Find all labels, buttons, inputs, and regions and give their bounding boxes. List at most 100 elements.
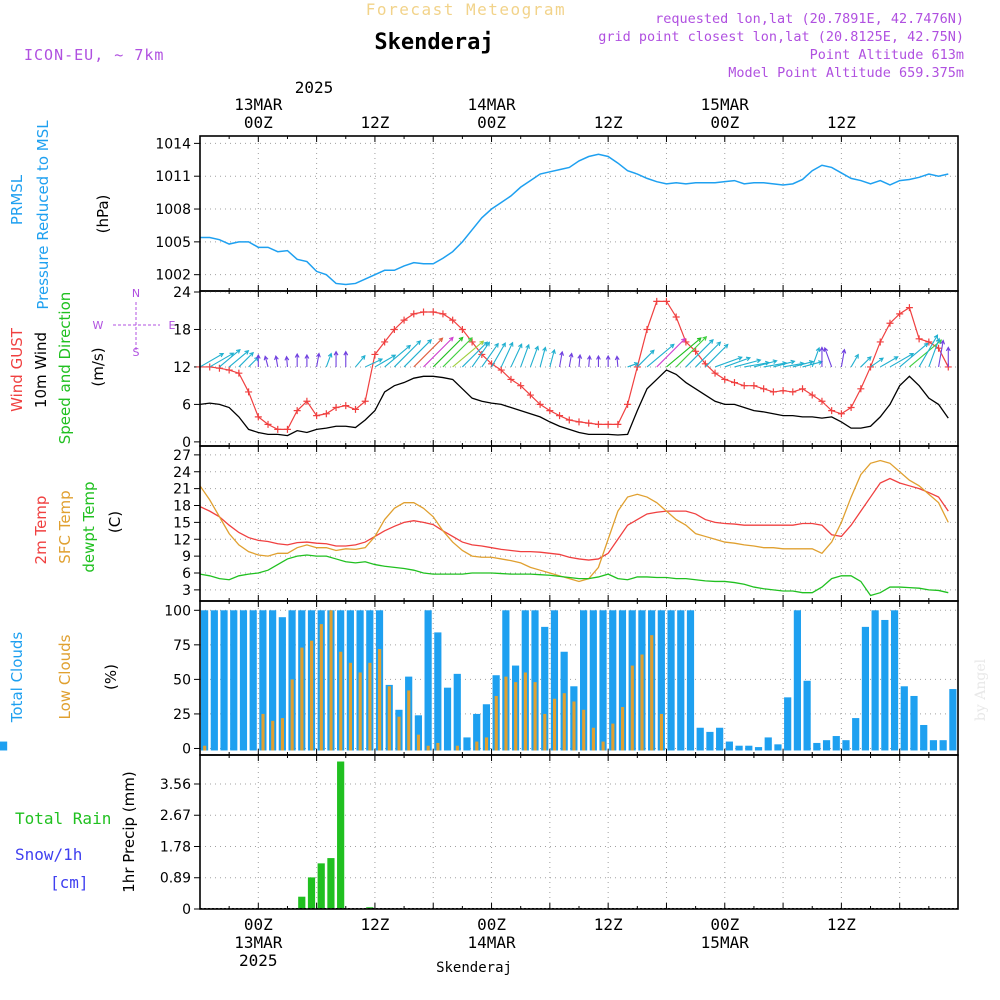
y-tick-label: 1008 (155, 202, 191, 218)
wind-gust-point (332, 404, 340, 412)
wind-gust-point (701, 360, 709, 368)
wind-gust-point (672, 313, 680, 321)
low-clouds-bar (319, 624, 323, 751)
wind-gust-point (585, 419, 593, 427)
wind-gust-point (779, 387, 787, 395)
wind-gust-point (847, 404, 855, 412)
wind-gust-point (351, 405, 359, 413)
wind-gust-point (235, 369, 243, 377)
wind-direction-arrow (811, 346, 821, 368)
bottom-time-label: 00Z (244, 915, 273, 934)
wind-gust-point (303, 397, 311, 405)
wind-gust-point (429, 308, 437, 316)
wind-dir-title: Speed and Direction (56, 292, 74, 445)
wind-speed-line (199, 369, 949, 437)
top-year: 2025 (295, 78, 334, 97)
wind-gust-point (215, 364, 223, 372)
total-clouds-bar (890, 610, 899, 751)
wind-gust-point (662, 297, 670, 305)
top-time-label: 14MAR (467, 95, 516, 114)
wind-direction-arrow (823, 346, 833, 368)
wind-direction-arrow (656, 337, 686, 368)
low-clouds-bar (572, 701, 576, 751)
wind-gust-point (653, 297, 661, 305)
total-clouds-bar (696, 727, 704, 751)
precip-legend-line: Total Rain (15, 809, 111, 828)
wind-gust-point (536, 400, 544, 408)
wind-gust-point (420, 308, 428, 316)
wind-direction-arrow (870, 357, 884, 368)
low-clouds-bar (290, 679, 294, 751)
low-clouds-bar (552, 698, 557, 751)
wind-direction-arrow (840, 348, 847, 368)
total-clouds-bar (667, 610, 675, 751)
y-tick-label: 18 (173, 499, 191, 515)
low-clouds-bar (582, 709, 586, 751)
low-clouds-bar (271, 720, 275, 751)
wind-direction-arrow (374, 354, 397, 368)
wind-gust-point (245, 388, 253, 396)
total-clouds-bar (803, 680, 811, 751)
wind-gust-point (361, 397, 369, 405)
y-tick-label: 50 (173, 672, 191, 688)
wind-direction-arrow (685, 339, 714, 368)
low-clouds-bar (261, 713, 265, 751)
wind-direction-arrow (938, 339, 946, 368)
wind-direction-arrow (675, 335, 708, 368)
top-time-label: 12Z (360, 113, 389, 132)
wind-direction-arrow (773, 359, 796, 368)
wind-gust-point (867, 363, 875, 371)
total-clouds-bar (677, 610, 685, 751)
wind-direction-arrow (559, 350, 565, 368)
wind-direction-arrow (294, 352, 300, 367)
wind-gust-point (740, 382, 748, 390)
y-tick-label: 25 (173, 707, 191, 723)
top-time-label: 00Z (710, 113, 739, 132)
low-clouds-bar (562, 693, 566, 751)
wind-direction-arrow (577, 353, 583, 367)
total-clouds-bar (434, 632, 442, 751)
total-clouds-bar (793, 610, 801, 751)
total-clouds-bar (920, 724, 928, 751)
y-tick-label: 18 (173, 322, 191, 338)
low-clouds-bar (601, 741, 605, 751)
total-clouds-bar (230, 610, 238, 751)
wind-unit: (m/s) (89, 347, 107, 386)
wind-gust-point (410, 310, 418, 318)
wind-gust-point (857, 385, 865, 393)
y-tick-label: 1.78 (160, 839, 191, 855)
wind-gust-point (594, 420, 602, 428)
wind-gust-point (507, 375, 515, 383)
y-tick-label: 2.67 (160, 808, 191, 824)
temp-unit: (C) (106, 511, 124, 533)
wind-direction-arrow (325, 352, 333, 368)
wind-gust-point (517, 382, 525, 390)
wind-direction-arrow (792, 360, 815, 368)
low-clouds-bar (630, 665, 634, 751)
dewpt-title: dewpt Temp (80, 481, 98, 572)
wind-gust-point (828, 407, 836, 415)
bottom-time-label: 15MAR (701, 933, 750, 952)
wind-direction-arrow (586, 354, 592, 367)
total-clouds-bar (871, 610, 879, 751)
low-clouds-bar (494, 695, 498, 751)
wind-gust-point (565, 416, 573, 424)
wind-direction-arrow (343, 350, 349, 367)
pressure-title-short: PRMSL (8, 174, 26, 225)
y-tick-label: 0 (182, 435, 191, 451)
bottom-time-label: 12Z (594, 915, 623, 934)
rain-bar (307, 877, 316, 909)
wind-direction-arrow (461, 341, 488, 368)
total-clouds-bar (239, 610, 248, 751)
top-time-label: 00Z (477, 113, 506, 132)
wind-direction-arrow (393, 340, 422, 368)
low-clouds-bar (484, 737, 489, 751)
low-clouds-bar (426, 745, 430, 751)
wind-direction-arrow (724, 356, 752, 368)
wind-direction-arrow (304, 353, 310, 367)
meteogram-panels: 1002100510081011101406121824369121518212… (0, 135, 959, 918)
wind-direction-arrow (274, 355, 279, 368)
wind-direction-arrow (284, 355, 290, 367)
total-clouds-bar (735, 745, 743, 751)
wind-direction-arrow (355, 354, 366, 368)
